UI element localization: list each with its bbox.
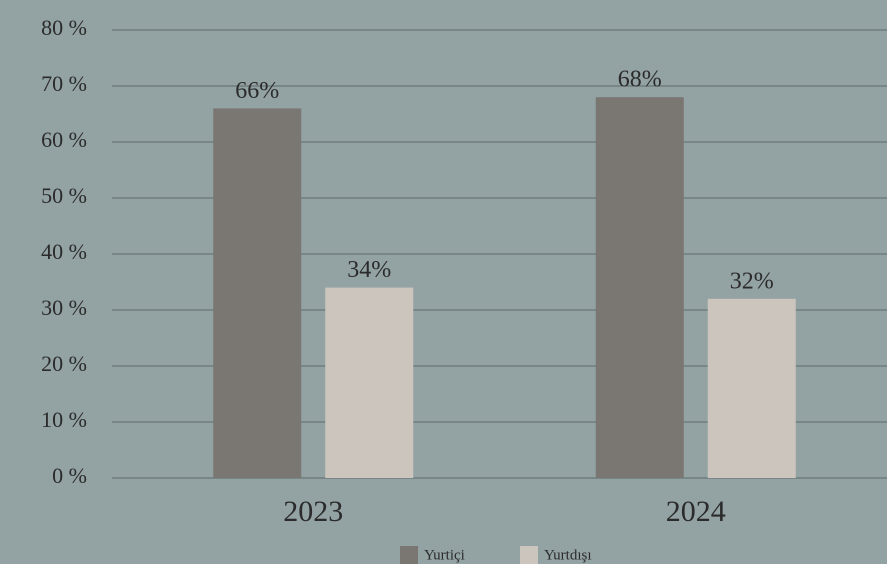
value-label: 32% <box>730 268 774 294</box>
legend-swatch <box>520 546 538 564</box>
y-tick-label: 60 % <box>41 127 87 152</box>
bar <box>325 287 414 478</box>
y-tick-label: 80 % <box>41 15 87 40</box>
y-tick-label: 10 % <box>41 407 87 432</box>
value-label: 66% <box>235 78 279 104</box>
x-tick-label: 2023 <box>283 495 343 528</box>
legend-label: Yurtiçi <box>424 547 465 563</box>
y-tick-label: 40 % <box>41 239 87 264</box>
y-tick-label: 30 % <box>41 295 87 320</box>
legend-swatch <box>400 546 418 564</box>
y-tick-label: 0 % <box>52 463 87 488</box>
y-tick-label: 50 % <box>41 183 87 208</box>
legend-label: Yurtdışı <box>544 547 592 563</box>
bar <box>213 108 302 479</box>
bar <box>707 298 796 478</box>
bar <box>595 97 684 478</box>
x-tick-label: 2024 <box>666 495 726 528</box>
y-tick-label: 70 % <box>41 71 87 96</box>
y-tick-label: 20 % <box>41 351 87 376</box>
value-label: 34% <box>347 257 391 283</box>
value-label: 68% <box>618 67 662 93</box>
